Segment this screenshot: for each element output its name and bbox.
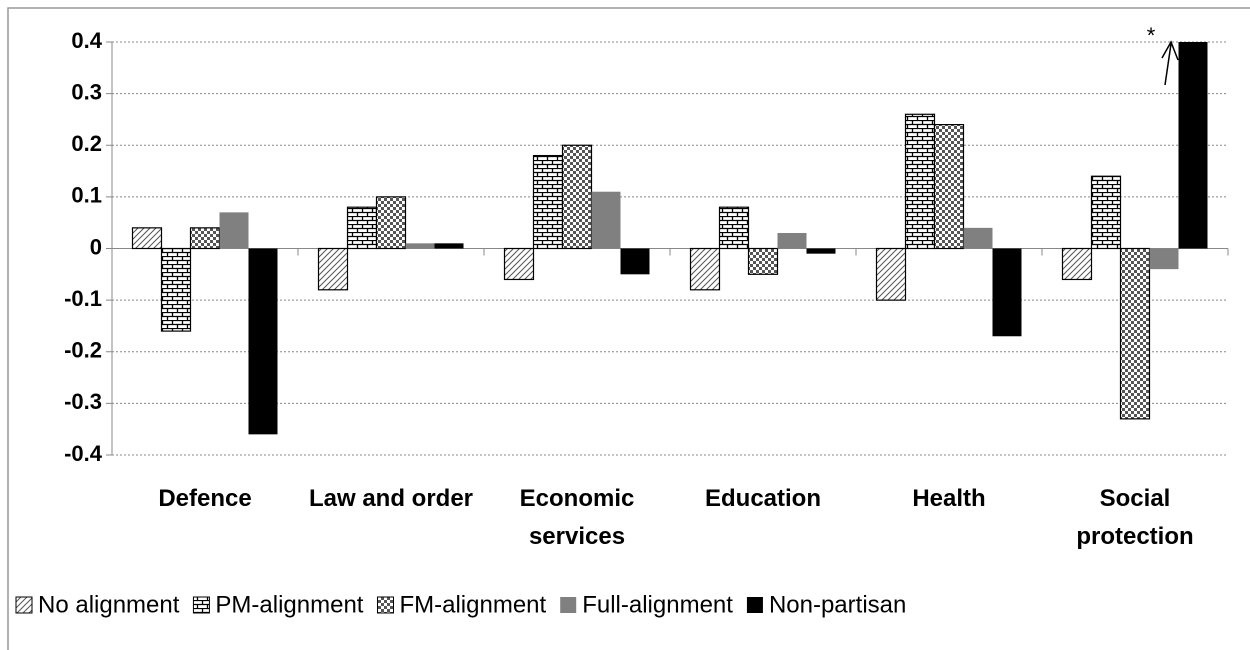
x-tick-label: Law and order xyxy=(308,485,474,512)
bar xyxy=(248,248,278,435)
y-tick-label: 0.1 xyxy=(71,183,102,208)
y-tick-label: 0.4 xyxy=(71,28,102,53)
bar xyxy=(963,227,993,249)
x-tick-label: Economic services xyxy=(519,485,635,550)
bar xyxy=(1061,247,1093,281)
bar xyxy=(591,191,621,249)
bar xyxy=(434,243,464,249)
bar xyxy=(777,233,807,249)
legend-swatch xyxy=(560,597,577,613)
bar xyxy=(1178,42,1208,249)
x-tick-label: Defence xyxy=(158,485,252,512)
bar xyxy=(131,227,163,250)
legend-swatch xyxy=(15,596,33,614)
legend-label: PM-alignment xyxy=(215,591,363,618)
bar xyxy=(1119,247,1151,420)
x-tick-label: Education xyxy=(704,485,821,512)
annotation-arrowhead xyxy=(1161,40,1179,61)
bar xyxy=(933,123,965,250)
annotation-arrow xyxy=(1164,43,1172,86)
y-tick-label: -0.2 xyxy=(64,338,102,363)
bar xyxy=(620,248,650,275)
bar xyxy=(1149,248,1179,270)
y-tick-label: -0.4 xyxy=(64,441,103,466)
legend-swatch xyxy=(192,596,210,614)
bar xyxy=(904,113,936,250)
frame xyxy=(7,7,1250,650)
legend-label: Full-alignment xyxy=(582,591,733,618)
x-tick-label: Health xyxy=(912,485,986,512)
bar xyxy=(189,227,221,250)
bar xyxy=(747,247,779,275)
bar xyxy=(689,247,721,291)
legend-label: No alignment xyxy=(38,591,180,618)
y-tick-label: -0.3 xyxy=(64,389,102,414)
y-tick-label: 0.2 xyxy=(71,131,102,156)
bar xyxy=(317,247,349,291)
bar xyxy=(219,212,249,249)
bar xyxy=(561,144,593,250)
annotation: * xyxy=(1147,23,1156,48)
legend-label: FM-alignment xyxy=(399,591,546,618)
y-tick-label: 0.3 xyxy=(71,79,102,104)
bar xyxy=(346,206,378,250)
bar xyxy=(992,248,1022,337)
bar xyxy=(875,247,907,301)
bar xyxy=(405,243,435,249)
bar xyxy=(532,154,564,250)
y-tick-label: -0.1 xyxy=(64,286,102,311)
bar xyxy=(1090,175,1122,250)
legend-swatch xyxy=(746,597,763,613)
bar xyxy=(160,247,192,332)
bar xyxy=(718,206,750,250)
x-tick-label: Social protection xyxy=(1076,485,1194,550)
y-tick-label: 0 xyxy=(90,234,102,259)
legend-swatch xyxy=(376,596,394,614)
bar xyxy=(806,248,836,254)
bar xyxy=(503,247,535,281)
legend-label: Non-partisan xyxy=(769,591,906,618)
bar xyxy=(375,196,407,250)
